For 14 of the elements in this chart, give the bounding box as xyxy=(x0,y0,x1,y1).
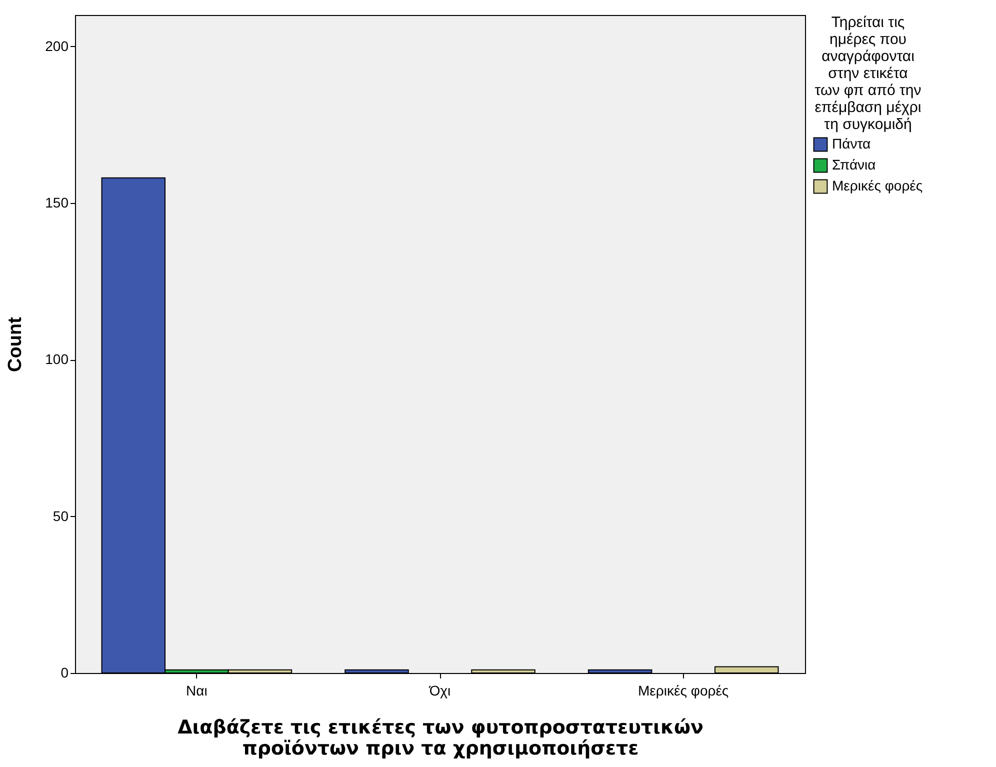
legend-label: Πάντα xyxy=(832,136,871,152)
legend-label: Μερικές φορές xyxy=(832,178,923,194)
x-tick-label: Όχι xyxy=(428,682,451,698)
x-tick-label: Μερικές φορές xyxy=(638,682,729,698)
y-tick-label: 150 xyxy=(45,194,69,210)
y-tick-label: 0 xyxy=(60,664,69,680)
x-axis-title: Διαβάζετε τις ετικέτες των φυτοπροστατευτικών προϊόντων πριν τα χρησιμοποιήσετε xyxy=(178,716,704,760)
y-axis-title: Count xyxy=(5,316,26,372)
y-tick-label: 200 xyxy=(45,38,69,54)
x-tick-label: Ναι xyxy=(186,682,208,698)
legend-title: Τηρείται τις ημέρες που αναγράφονται στην ετικέτα των φπ από την επέμβαση μέχρι τη συγκομιδή xyxy=(814,14,922,133)
y-tick-label: 50 xyxy=(52,508,69,524)
legend-label: Σπάνια xyxy=(832,156,876,172)
y-tick-label: 100 xyxy=(45,351,69,368)
